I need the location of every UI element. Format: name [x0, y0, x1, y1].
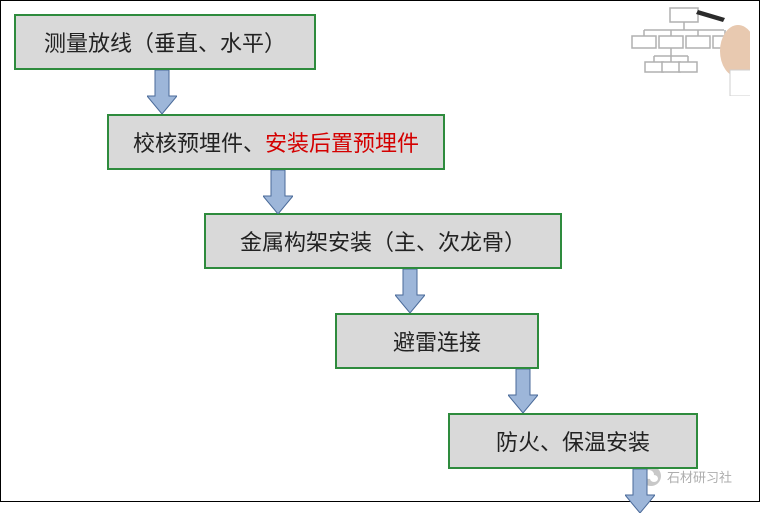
flow-node-5: 防火、保温安装: [448, 413, 698, 469]
flow-node-text: 金属构架安装（主、次龙骨）: [240, 225, 526, 257]
flow-arrow-2: [263, 170, 293, 214]
flow-arrow-3: [395, 269, 425, 313]
flow-node-text: 校核预埋件、: [133, 126, 265, 158]
flow-node-4: 避雷连接: [335, 313, 539, 369]
flow-node-1: 测量放线（垂直、水平）: [14, 14, 316, 70]
watermark-text: 石材研习社: [667, 467, 732, 486]
flow-arrow-1: [147, 70, 177, 114]
flow-node-text-highlight: 安装后置预埋件: [265, 126, 419, 158]
flow-arrow-5: [625, 469, 655, 513]
orgchart-icon: [630, 6, 750, 96]
flow-node-text: 测量放线（垂直、水平）: [44, 26, 286, 58]
flow-arrow-4: [508, 369, 538, 413]
flow-node-3: 金属构架安装（主、次龙骨）: [204, 213, 562, 269]
flow-node-2: 校核预埋件、安装后置预埋件: [107, 114, 445, 170]
flow-node-text: 避雷连接: [393, 325, 481, 357]
flow-node-text: 防火、保温安装: [496, 425, 650, 457]
